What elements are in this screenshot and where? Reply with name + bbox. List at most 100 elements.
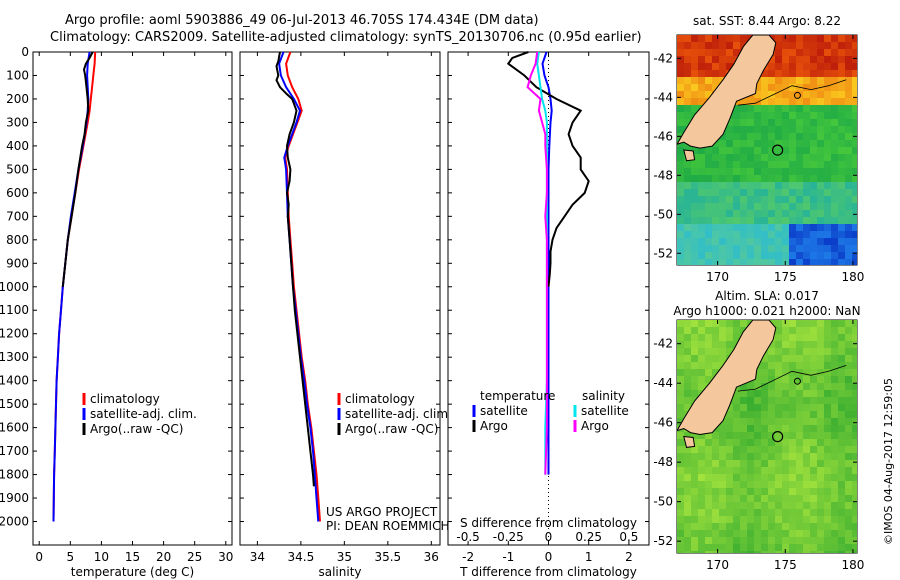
map-cell bbox=[733, 467, 741, 475]
map-cell bbox=[733, 495, 741, 503]
map-cell bbox=[803, 161, 811, 169]
map-cell bbox=[782, 182, 790, 190]
map-cell bbox=[817, 224, 825, 232]
map-cell bbox=[747, 453, 755, 461]
map-cell bbox=[712, 369, 720, 377]
map-cell bbox=[719, 35, 727, 43]
map-cell bbox=[691, 217, 699, 225]
map-cell bbox=[698, 175, 706, 183]
map-cell bbox=[677, 418, 685, 426]
map-cell bbox=[677, 453, 685, 461]
map-cell bbox=[789, 439, 797, 447]
map-cell bbox=[768, 98, 776, 106]
map-cell bbox=[810, 530, 818, 538]
map-cell bbox=[831, 175, 839, 183]
map-cell bbox=[719, 320, 727, 328]
diff-legend-temp-header: temperature bbox=[480, 389, 555, 403]
map-cell bbox=[733, 42, 741, 50]
map-cell bbox=[691, 175, 699, 183]
map-cell bbox=[691, 70, 699, 78]
map-cell bbox=[803, 551, 811, 553]
map-cell bbox=[810, 245, 818, 253]
float-position-marker bbox=[772, 430, 784, 443]
map-cell bbox=[761, 259, 769, 265]
map-cell bbox=[754, 404, 762, 412]
map-cell bbox=[789, 91, 797, 99]
map-cell bbox=[810, 481, 818, 489]
map-cell bbox=[817, 217, 825, 225]
map-cell bbox=[754, 369, 762, 377]
map-cell bbox=[803, 175, 811, 183]
map-cell bbox=[768, 196, 776, 204]
map-cell bbox=[698, 91, 706, 99]
map-cell bbox=[803, 320, 811, 328]
map-cell bbox=[775, 341, 783, 349]
map-cell bbox=[796, 495, 804, 503]
map-cell bbox=[796, 84, 804, 92]
map-cell bbox=[740, 105, 748, 113]
map-cell bbox=[775, 189, 783, 197]
map-cell bbox=[824, 425, 832, 433]
map-cell bbox=[775, 453, 783, 461]
map-cell bbox=[719, 425, 727, 433]
map-cell bbox=[691, 327, 699, 335]
map-cell bbox=[719, 252, 727, 260]
diff-legend-sal-label: Argo bbox=[581, 419, 609, 433]
map-cell bbox=[768, 383, 776, 391]
map-cell bbox=[733, 154, 741, 162]
map-cell bbox=[747, 140, 755, 148]
map-cell bbox=[810, 376, 818, 384]
map-cell bbox=[691, 488, 699, 496]
map-cell bbox=[852, 523, 857, 531]
map-cell bbox=[684, 383, 692, 391]
map-cell bbox=[796, 453, 804, 461]
map-cell bbox=[712, 516, 720, 524]
map-cell bbox=[740, 509, 748, 517]
map-cell bbox=[719, 523, 727, 531]
map-cell bbox=[754, 523, 762, 531]
map-cell bbox=[740, 439, 748, 447]
map-cell bbox=[838, 530, 846, 538]
map-cell bbox=[852, 551, 857, 553]
map-cell bbox=[852, 252, 857, 260]
map-cell bbox=[796, 327, 804, 335]
map-cell bbox=[838, 509, 846, 517]
map-cell bbox=[852, 168, 857, 176]
map-cell bbox=[761, 383, 769, 391]
map-cell bbox=[712, 196, 720, 204]
map-cell bbox=[726, 488, 734, 496]
map-cell bbox=[733, 35, 741, 43]
map-cell bbox=[845, 355, 853, 363]
map-cell bbox=[684, 523, 692, 531]
map-cell bbox=[740, 154, 748, 162]
map-cell bbox=[740, 383, 748, 391]
map-cell bbox=[817, 210, 825, 218]
map-cell bbox=[782, 390, 790, 398]
map-cell bbox=[775, 446, 783, 454]
map-cell bbox=[698, 537, 706, 545]
map-cell bbox=[698, 224, 706, 232]
map-cell bbox=[677, 488, 685, 496]
map-cell bbox=[733, 334, 741, 342]
map-cell bbox=[817, 168, 825, 176]
map-cell bbox=[810, 105, 818, 113]
map-cell bbox=[775, 175, 783, 183]
map-cell bbox=[782, 154, 790, 162]
map-cell bbox=[789, 348, 797, 356]
map-cell bbox=[817, 516, 825, 524]
map-cell bbox=[824, 390, 832, 398]
map-cell bbox=[761, 355, 769, 363]
map-cell bbox=[740, 245, 748, 253]
map-cell bbox=[719, 474, 727, 482]
map-cell bbox=[719, 502, 727, 510]
map-cell bbox=[733, 126, 741, 134]
map-cell bbox=[845, 397, 853, 405]
map-cell bbox=[754, 196, 762, 204]
map-cell bbox=[789, 530, 797, 538]
map-cell bbox=[754, 140, 762, 148]
map-cell bbox=[726, 348, 734, 356]
map-cell bbox=[789, 551, 797, 553]
map-cell bbox=[838, 348, 846, 356]
map-cell bbox=[845, 390, 853, 398]
map-cell bbox=[852, 530, 857, 538]
